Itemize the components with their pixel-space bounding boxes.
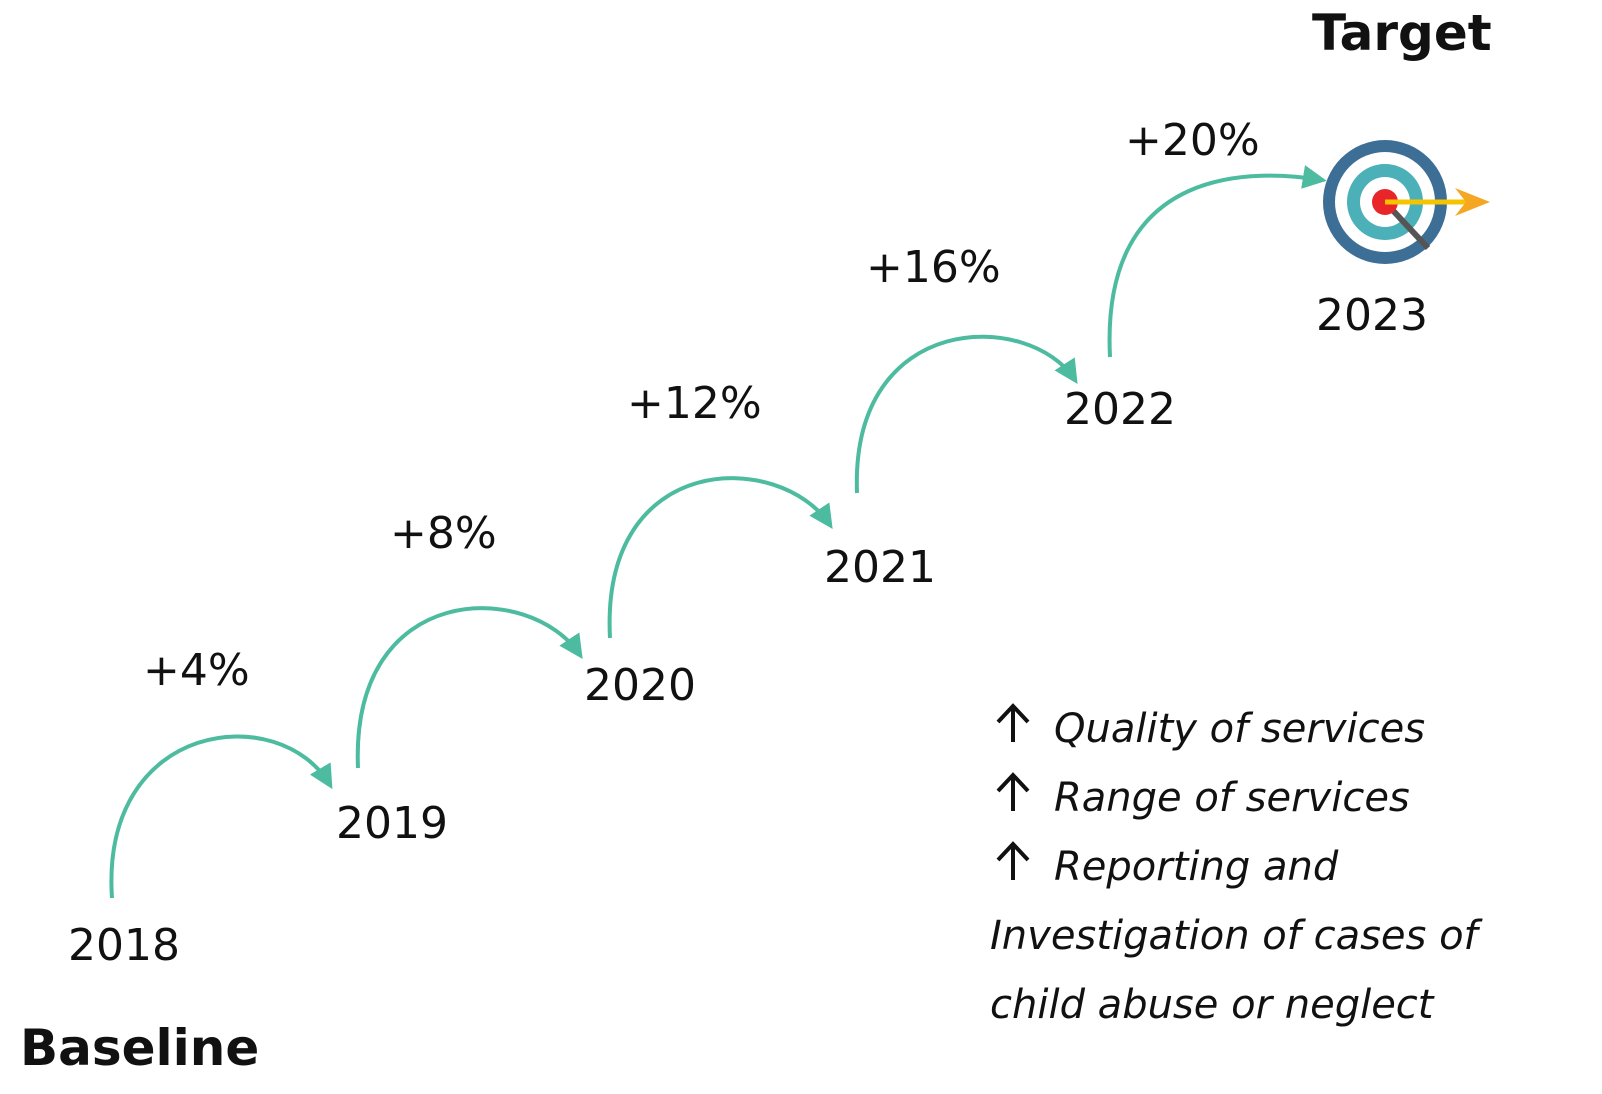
step-arc bbox=[854, 334, 1078, 494]
note-line: Quality of services bbox=[1054, 706, 1425, 752]
arcs bbox=[109, 165, 1327, 899]
target-label: Target bbox=[1312, 4, 1492, 62]
note-line: Investigation of cases of bbox=[990, 913, 1484, 959]
note-line: child abuse or neglect bbox=[990, 982, 1435, 1028]
increment-label: +16% bbox=[866, 242, 1001, 293]
increment-label: +12% bbox=[627, 378, 762, 429]
year-label: 2022 bbox=[1064, 384, 1176, 435]
year-label: 2021 bbox=[824, 542, 936, 593]
step-arc bbox=[1107, 165, 1327, 358]
increment-label: +20% bbox=[1125, 115, 1260, 166]
up-arrow bbox=[996, 772, 1030, 811]
year-label: 2023 bbox=[1316, 290, 1428, 341]
note-line: Range of services bbox=[1054, 775, 1410, 821]
up-arrow bbox=[996, 841, 1030, 880]
baseline-label: Baseline bbox=[20, 1019, 259, 1077]
step-arc bbox=[607, 476, 833, 639]
year-label: 2019 bbox=[336, 798, 448, 849]
increment-label: +8% bbox=[390, 508, 497, 559]
note-line: Reporting and bbox=[1054, 844, 1339, 890]
increment-label: +4% bbox=[143, 645, 250, 696]
year-label: 2018 bbox=[68, 920, 180, 971]
target-icon bbox=[1323, 140, 1490, 264]
step-arc bbox=[355, 606, 583, 769]
up-arrow bbox=[996, 703, 1030, 742]
year-label: 2020 bbox=[584, 660, 696, 711]
step-arc bbox=[109, 734, 333, 899]
